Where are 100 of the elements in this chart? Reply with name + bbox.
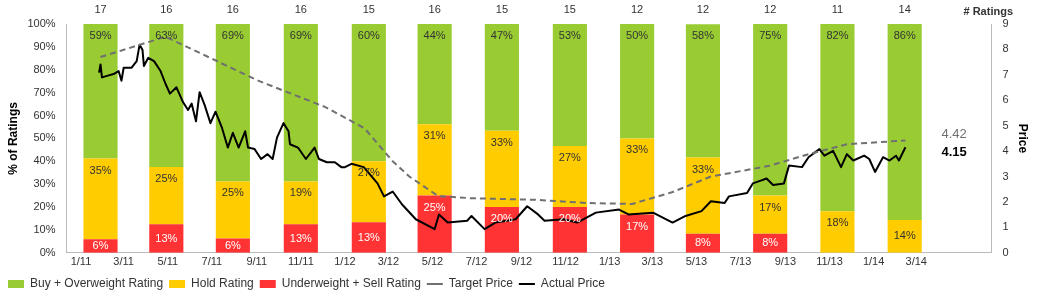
y-tick-label: 90% <box>33 39 56 52</box>
annotation: 4.42 <box>941 126 967 142</box>
data-label: 63% <box>155 29 178 42</box>
data-label: 69% <box>289 29 313 42</box>
data-label: 33% <box>626 143 649 156</box>
data-label: 75% <box>759 29 782 42</box>
annotation: 15 <box>495 3 509 16</box>
data-label: 25% <box>423 200 446 213</box>
annotation: 15 <box>563 3 576 16</box>
data-label: 25% <box>221 186 245 199</box>
x-tick-label: 3/14 <box>905 255 927 268</box>
annotation: 11 <box>831 3 844 16</box>
data-label: 18% <box>826 216 849 229</box>
legend-label: Actual Price <box>540 276 606 291</box>
y2-tick-label: 3 <box>1002 169 1009 182</box>
y2-tick-label: 9 <box>1002 17 1009 30</box>
data-label: 44% <box>423 29 446 42</box>
data-label: 6% <box>224 238 242 251</box>
bar <box>215 181 250 239</box>
bar <box>149 167 184 225</box>
annotation: 15 <box>362 3 375 16</box>
y2-tick-label: 1 <box>1002 220 1009 233</box>
data-label: 60% <box>357 29 381 42</box>
legend-label: Hold Rating <box>191 276 254 291</box>
x-tick-label: 11/12 <box>552 255 579 268</box>
y-tick-label: 10% <box>33 222 56 235</box>
y2-tick-label: 7 <box>1002 67 1009 80</box>
bar <box>283 24 318 182</box>
data-label: 31% <box>423 129 446 142</box>
bar <box>753 24 788 196</box>
y-tick-label: 40% <box>33 154 56 167</box>
y-tick-label: 60% <box>33 108 56 121</box>
data-label: 13% <box>289 231 313 244</box>
x-tick-label: 1/14 <box>862 255 885 268</box>
legend-label: Target Price <box>448 276 514 291</box>
bar <box>685 157 720 234</box>
y-tick-label: 80% <box>33 62 56 75</box>
annotation: 4.15 <box>941 143 967 159</box>
legend-label: Buy + Overweight Rating <box>30 276 164 291</box>
bar <box>83 158 118 240</box>
bar <box>552 24 587 146</box>
y-tick-label: 70% <box>33 85 56 98</box>
y2-tick-label: 4 <box>1002 144 1009 157</box>
x-tick-label: 5/11 <box>157 255 179 268</box>
data-label: 82% <box>826 29 849 42</box>
data-label: 69% <box>221 29 245 42</box>
annotation: 16 <box>226 3 239 16</box>
data-label: 50% <box>626 29 649 42</box>
bar <box>215 24 250 182</box>
bar <box>417 124 452 196</box>
y2-axis-title: Price <box>1016 123 1031 154</box>
x-tick-label: 5/12 <box>421 255 444 268</box>
x-tick-label: 7/12 <box>465 255 488 268</box>
data-label: 27% <box>558 150 582 163</box>
x-tick-label: 9/13 <box>774 255 797 268</box>
y-tick-label: 0% <box>39 245 56 258</box>
annotation: 16 <box>428 3 441 16</box>
y2-tick-label: 8 <box>1002 42 1009 55</box>
data-label: 17% <box>759 200 782 213</box>
annotation: 12 <box>764 3 777 16</box>
data-label: 35% <box>89 163 112 176</box>
annotation: 17 <box>94 3 107 16</box>
bar <box>484 24 519 131</box>
x-tick-label: 5/13 <box>685 255 708 268</box>
x-tick-label: 1/13 <box>598 255 621 268</box>
data-label: 6% <box>92 239 109 252</box>
data-label: 33% <box>691 162 715 175</box>
x-tick-label: 3/11 <box>113 255 134 268</box>
data-label: 13% <box>155 231 178 244</box>
y2-tick-label: 0 <box>1002 245 1009 258</box>
bar <box>552 145 587 208</box>
bar <box>149 24 184 167</box>
data-label: 59% <box>89 29 112 42</box>
y2-tick-label: 5 <box>1002 118 1009 131</box>
data-label: 53% <box>558 29 582 42</box>
data-label: 8% <box>762 236 779 249</box>
legend-label: Underweight + Sell Rating <box>281 276 421 291</box>
bar <box>820 211 855 253</box>
annotation: 16 <box>294 3 307 16</box>
data-label: 47% <box>490 29 514 42</box>
bar <box>83 24 118 159</box>
data-label: 33% <box>490 135 514 148</box>
annotation: 14 <box>898 3 911 16</box>
y2-tick-label: 2 <box>1002 194 1009 207</box>
data-label: 25% <box>155 172 178 185</box>
annotation: 16 <box>160 3 173 16</box>
x-tick-label: 11/13 <box>816 255 843 268</box>
annotation: 12 <box>631 3 644 16</box>
bar <box>351 161 386 223</box>
bar <box>351 24 386 162</box>
annotation: 12 <box>696 3 710 16</box>
x-tick-label: 7/11 <box>201 255 223 268</box>
data-label: 17% <box>626 219 649 232</box>
x-tick-label: 7/13 <box>729 255 752 268</box>
bar <box>887 24 922 221</box>
y-tick-label: 100% <box>27 17 56 30</box>
data-label: 8% <box>694 236 712 249</box>
y-axis-title: % of Ratings <box>5 101 20 175</box>
data-label: 13% <box>357 230 381 243</box>
data-label: 14% <box>893 229 916 242</box>
